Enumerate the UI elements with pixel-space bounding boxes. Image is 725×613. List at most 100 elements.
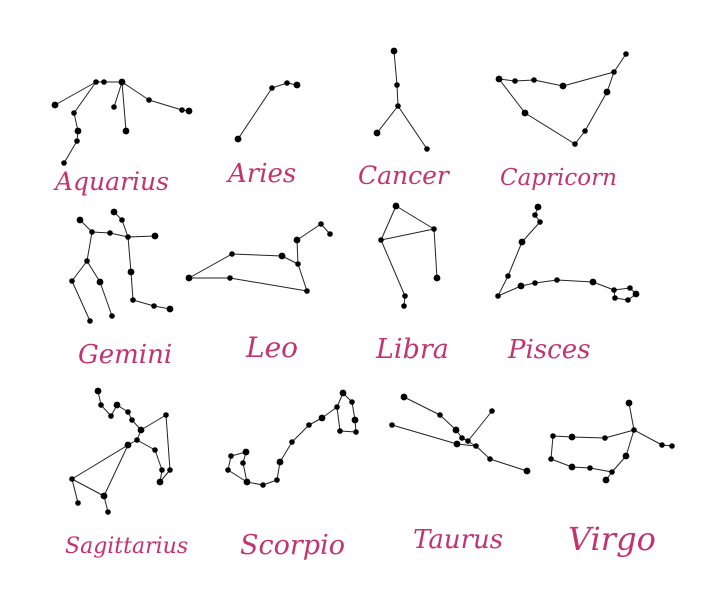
- pisces-line-4: [497, 275, 509, 297]
- cancer-line-2: [376, 105, 399, 134]
- libra-star-0: [392, 202, 400, 210]
- scorpio-star-16: [240, 460, 246, 466]
- capricorn-star-7: [582, 128, 588, 134]
- aquarius-star-12: [185, 107, 193, 115]
- label-pisces: Pisces: [507, 335, 590, 365]
- pisces-star-11: [627, 285, 633, 291]
- leo-line-6: [296, 239, 299, 265]
- pisces-star-2: [537, 219, 543, 225]
- aquarius-line-4: [73, 81, 97, 114]
- capricorn-star-3: [559, 82, 567, 90]
- sagittarius-star-9: [124, 441, 132, 449]
- gemini-star-11: [109, 313, 115, 319]
- sagittarius-line-10: [154, 449, 163, 471]
- scorpio-line-13: [227, 469, 248, 483]
- pisces-star-13: [625, 297, 631, 303]
- gemini-star-0: [76, 216, 84, 224]
- gemini-line-3: [121, 219, 129, 238]
- aries-star-1: [269, 85, 275, 91]
- taurus-star-10: [489, 408, 495, 414]
- constellation-cancer: [373, 47, 430, 152]
- taurus-star-2: [437, 412, 443, 418]
- constellation-taurus: [389, 393, 531, 475]
- constellation-capricorn: [495, 51, 629, 147]
- aquarius-star-9: [122, 127, 130, 135]
- pisces-line-3: [507, 241, 523, 277]
- constellation-sagittarius: [69, 387, 173, 515]
- virgo-star-11: [669, 443, 675, 449]
- virgo-star-4: [550, 433, 556, 439]
- virgo-star-12: [602, 476, 610, 484]
- capricorn-star-5: [623, 51, 629, 57]
- sagittarius-star-13: [167, 467, 173, 473]
- libra-line-0: [395, 205, 435, 230]
- capricorn-star-1: [512, 78, 518, 84]
- virgo-line-9: [625, 429, 635, 457]
- libra-line-4: [380, 239, 406, 297]
- leo-line-4: [229, 277, 308, 292]
- cancer-star-2: [395, 103, 401, 109]
- pisces-star-10: [611, 287, 617, 293]
- capricorn-star-8: [572, 141, 578, 147]
- libra-line-1: [380, 205, 397, 241]
- label-taurus: Taurus: [413, 525, 503, 555]
- virgo-star-10: [659, 442, 665, 448]
- scorpio-star-3: [351, 416, 359, 424]
- taurus-star-7: [473, 443, 479, 449]
- sagittarius-star-2: [108, 413, 114, 419]
- scorpio-star-9: [276, 458, 284, 466]
- virgo-line-10: [633, 429, 663, 446]
- leo-star-8: [327, 231, 333, 237]
- leo-star-2: [227, 275, 233, 281]
- cancer-star-0: [390, 47, 398, 55]
- virgo-star-2: [602, 435, 608, 441]
- sagittarius-star-15: [100, 492, 108, 500]
- gemini-line-5: [86, 231, 93, 262]
- leo-line-0: [188, 253, 233, 279]
- label-sagittarius: Sagittarius: [65, 534, 188, 559]
- scorpio-star-7: [306, 422, 312, 428]
- aquarius-line-9: [121, 81, 150, 101]
- scorpio-star-8: [289, 439, 295, 445]
- gemini-star-8: [69, 278, 75, 284]
- scorpio-star-12: [243, 478, 251, 486]
- sagittarius-star-10: [152, 447, 158, 453]
- sagittarius-star-16: [105, 509, 111, 515]
- libra-line-3: [433, 228, 438, 279]
- aquarius-star-10: [146, 97, 152, 103]
- capricorn-star-4: [611, 69, 617, 75]
- aquarius-line-8: [121, 81, 127, 132]
- constellation-libra: [378, 202, 441, 309]
- aquarius-star-1: [93, 79, 99, 85]
- pisces-star-8: [554, 277, 560, 283]
- sagittarius-line-18: [103, 444, 129, 497]
- aquarius-line-3: [113, 81, 123, 108]
- aquarius-line-7: [63, 140, 78, 164]
- taurus-line-1: [439, 414, 457, 431]
- sagittarius-line-15: [71, 478, 105, 497]
- gemini-star-7: [84, 258, 90, 264]
- capricorn-star-2: [531, 77, 537, 83]
- virgo-line-7: [589, 467, 613, 473]
- label-aquarius: Aquarius: [53, 167, 169, 196]
- gemini-line-6: [71, 260, 88, 282]
- taurus-line-0: [403, 396, 441, 416]
- gemini-star-13: [130, 297, 136, 303]
- taurus-star-9: [523, 467, 531, 475]
- pisces-line-5: [497, 285, 522, 297]
- libra-star-1: [431, 226, 437, 232]
- leo-star-1: [229, 251, 235, 257]
- gemini-line-7: [86, 260, 101, 283]
- aquarius-star-4: [111, 104, 117, 110]
- gemini-star-14: [151, 303, 157, 309]
- label-aries: Aries: [226, 159, 296, 189]
- scorpio-star-4: [353, 429, 359, 435]
- aries-star-3: [293, 81, 301, 89]
- capricorn-line-4: [613, 53, 627, 73]
- aquarius-star-3: [118, 78, 126, 86]
- aquarius-star-8: [61, 160, 67, 166]
- taurus-star-3: [452, 426, 460, 434]
- taurus-line-4: [391, 424, 458, 445]
- aries-star-0: [234, 135, 242, 143]
